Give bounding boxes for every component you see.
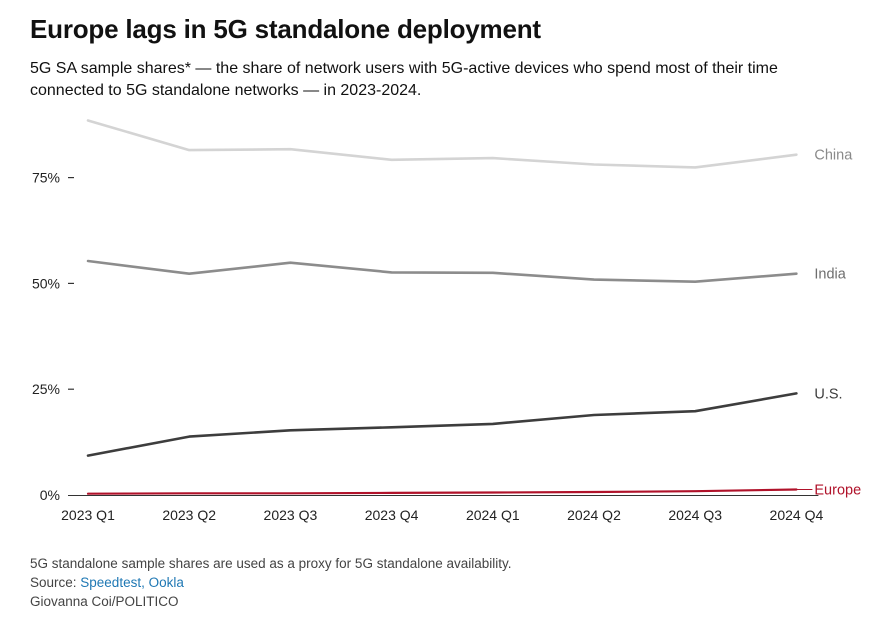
x-tick-label: 2023 Q2 <box>162 507 216 523</box>
series-label-china: China <box>814 148 853 164</box>
source-line: Source: Speedtest, Ookla <box>30 573 512 592</box>
series-label-europe: Europe <box>814 482 861 498</box>
series-line-europe <box>86 488 798 495</box>
x-tick-label: 2024 Q3 <box>668 507 722 523</box>
x-tick-label: 2023 Q4 <box>365 507 419 523</box>
y-tick-label: 75% <box>32 170 60 186</box>
y-tick-label: 25% <box>32 381 60 397</box>
x-tick-label: 2024 Q4 <box>770 507 824 523</box>
credit: Giovanna Coi/POLITICO <box>30 594 179 609</box>
series-line-india <box>86 259 798 284</box>
y-tick-label: 0% <box>40 487 60 503</box>
series-label-india: India <box>814 267 846 283</box>
chart-subtitle: 5G SA sample shares* — the share of netw… <box>30 60 778 99</box>
chart-footer: 5G standalone sample shares are used as … <box>30 554 512 611</box>
x-tick-label: 2024 Q2 <box>567 507 621 523</box>
x-tick-label: 2024 Q1 <box>466 507 520 523</box>
series-line-china <box>86 119 798 169</box>
series-label-us: U.S. <box>814 386 842 402</box>
footnote: 5G standalone sample shares are used as … <box>30 556 512 571</box>
source-prefix: Source: <box>30 575 81 590</box>
x-tick-label: 2023 Q3 <box>264 507 318 523</box>
y-tick-label: 50% <box>32 275 60 291</box>
source-link[interactable]: Speedtest, Ookla <box>80 575 184 590</box>
series-line-us <box>86 392 798 457</box>
chart-title: Europe lags in 5G standalone deployment <box>30 14 541 44</box>
x-tick-label: 2023 Q1 <box>61 507 115 523</box>
